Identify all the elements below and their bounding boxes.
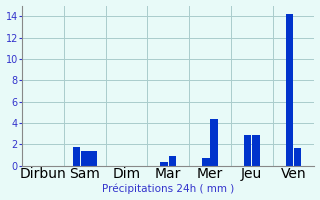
Bar <box>252 135 260 166</box>
Bar <box>169 156 176 166</box>
Bar <box>81 151 89 166</box>
Bar <box>244 135 252 166</box>
Bar <box>89 151 97 166</box>
Bar <box>294 148 301 166</box>
Bar <box>73 147 80 166</box>
Bar <box>202 158 210 166</box>
X-axis label: Précipitations 24h ( mm ): Précipitations 24h ( mm ) <box>102 184 234 194</box>
Bar <box>160 162 168 166</box>
Bar <box>286 14 293 166</box>
Bar <box>211 119 218 166</box>
